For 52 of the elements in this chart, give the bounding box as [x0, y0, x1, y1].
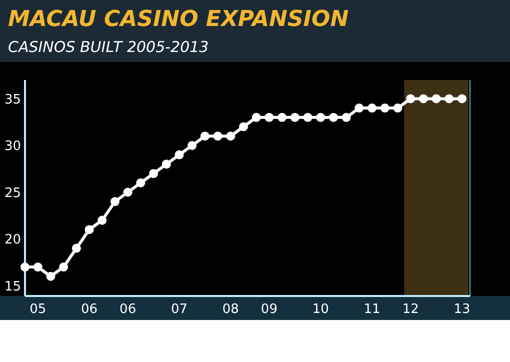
x-tick-label: 09	[260, 302, 278, 317]
point	[46, 272, 56, 281]
point	[110, 197, 120, 206]
point	[393, 104, 402, 113]
x-tick-label: 12	[402, 302, 419, 317]
point	[136, 178, 146, 188]
x-tick-label: 10	[312, 302, 329, 317]
point	[406, 94, 416, 104]
point	[458, 94, 466, 104]
point	[418, 94, 428, 104]
point	[303, 112, 312, 122]
point	[200, 132, 210, 141]
x-tick-label: 07	[170, 302, 188, 317]
point	[213, 132, 222, 141]
point	[20, 262, 30, 272]
point	[59, 262, 68, 272]
x-tick-label: 13	[454, 302, 470, 317]
y-tick-label: 15	[4, 279, 21, 294]
x-tick-label: 11	[364, 302, 380, 317]
point	[368, 104, 377, 113]
chart-subtitle: CASINOS BUILT 2005-2013	[8, 38, 209, 56]
point	[316, 112, 326, 122]
y-tick-label: 20	[4, 232, 21, 248]
x-tick-label: 06	[120, 302, 136, 317]
point	[149, 169, 158, 178]
x-tick-label: 08	[222, 302, 239, 317]
point	[264, 112, 274, 122]
point	[72, 244, 81, 253]
point	[252, 112, 261, 122]
point	[188, 140, 197, 150]
point	[123, 188, 132, 197]
chart-title: MACAU CASINO EXPANSION	[8, 7, 349, 32]
point	[432, 94, 441, 104]
point	[174, 150, 184, 160]
point	[290, 112, 300, 122]
y-tick-label: 30	[4, 139, 21, 154]
point	[84, 225, 94, 234]
point	[98, 216, 107, 225]
point	[278, 112, 287, 122]
x-tick-label: 06	[80, 302, 98, 317]
x-tick-label: 05	[30, 302, 46, 317]
point	[342, 112, 351, 122]
point	[162, 160, 171, 169]
point	[226, 132, 236, 141]
point	[239, 122, 248, 132]
point	[380, 104, 390, 113]
point	[328, 112, 338, 122]
y-tick-label: 25	[4, 186, 21, 201]
y-tick-label: 35	[4, 92, 21, 108]
point	[33, 262, 42, 272]
point	[354, 104, 364, 113]
point	[444, 94, 454, 104]
